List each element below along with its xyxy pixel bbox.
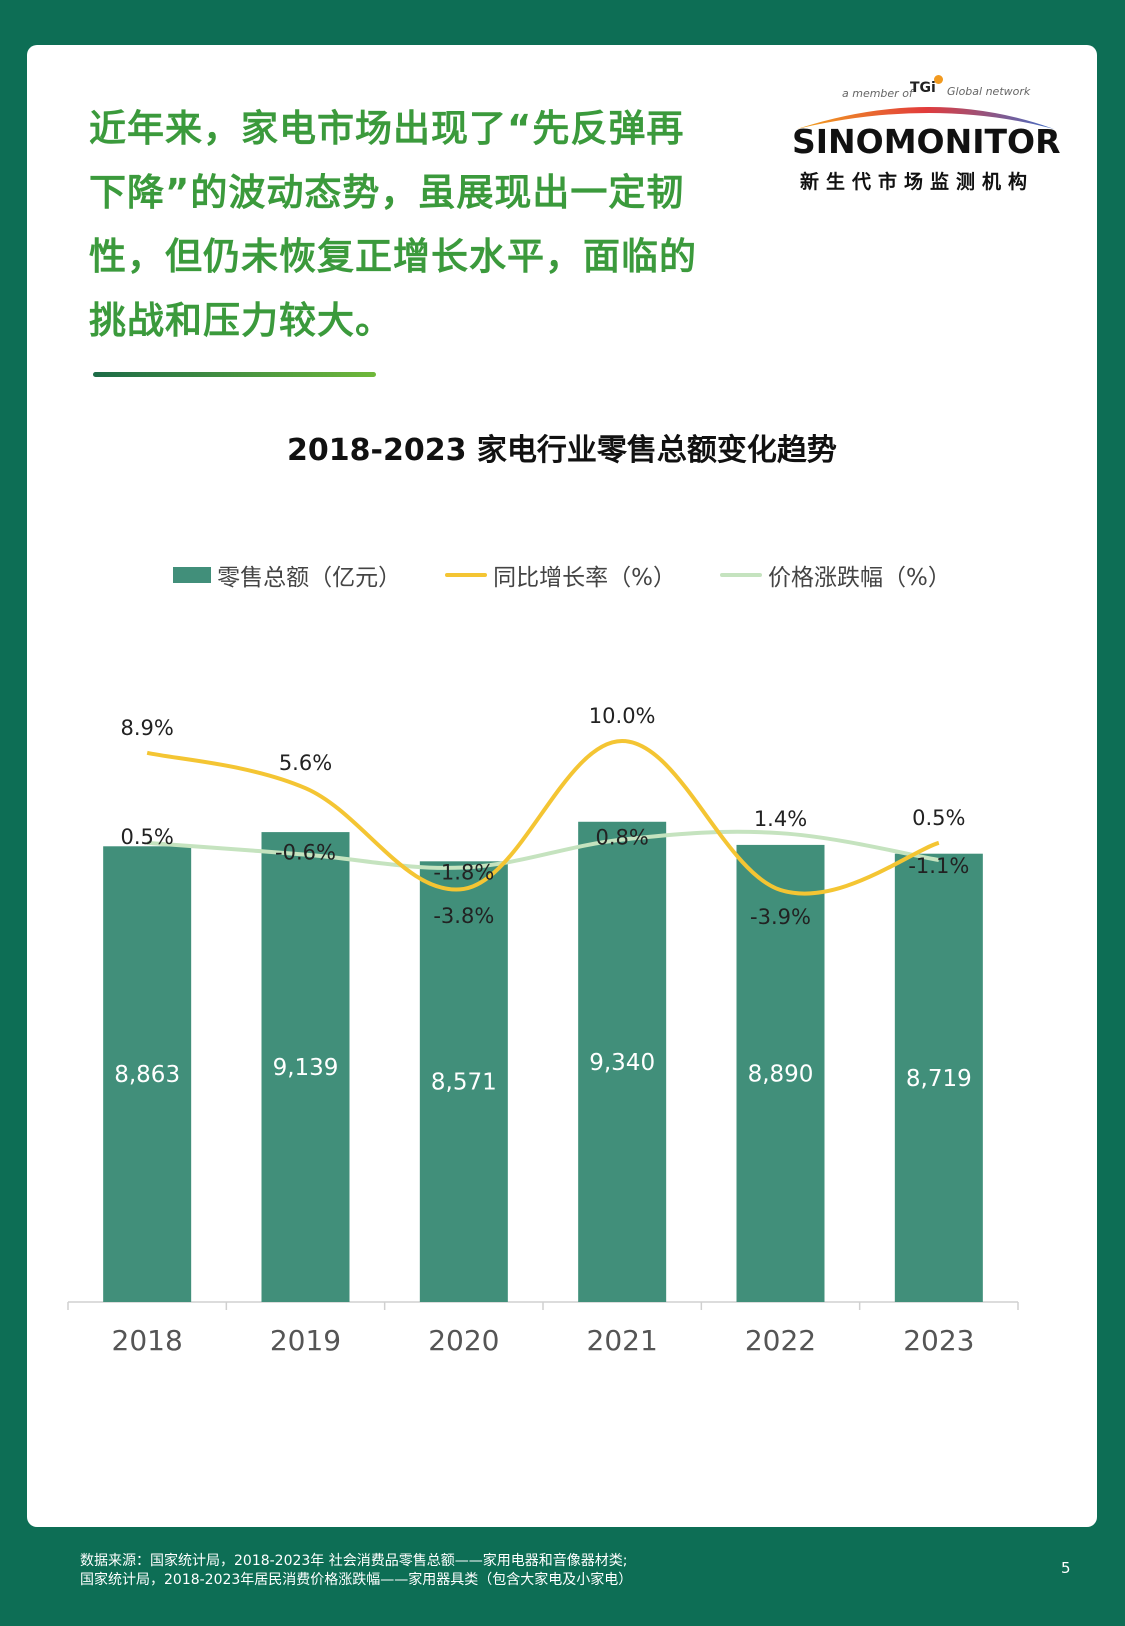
growth-data-label: 0.5% [912, 806, 965, 830]
logo-tgi: TGi [910, 80, 936, 96]
source-note: 数据来源：国家统计局，2018-2023年 社会消费品零售总额——家用电器和音像… [80, 1552, 632, 1590]
growth-data-label: -3.9% [750, 905, 811, 929]
chart-legend: 零售总额（亿元） 同比增长率（%） 价格涨跌幅（%） [27, 558, 1097, 592]
x-tick-label: 2018 [112, 1324, 183, 1357]
bar-value-label: 8,890 [748, 1061, 814, 1087]
growth-data-label: 5.6% [279, 751, 332, 775]
headline-line: 下降”的波动态势，虽展现出一定韧 [89, 171, 685, 214]
source-line: 数据来源：国家统计局，2018-2023年 社会消费品零售总额——家用电器和音像… [80, 1553, 628, 1569]
headline-line: 性，但仍未恢复正增长水平，面临的 [89, 235, 697, 278]
bar-2023 [894, 853, 983, 1302]
x-tick-label: 2021 [587, 1324, 658, 1357]
legend-label: 同比增长率（%） [493, 565, 676, 591]
growth-data-label: 10.0% [589, 704, 656, 728]
x-tick-label: 2023 [903, 1324, 974, 1357]
logo-network: Global network [947, 85, 1031, 98]
legend-swatch-growth [445, 573, 488, 577]
logo-subtitle: 新生代市场监测机构 [800, 171, 1035, 193]
price-data-label: -0.6% [275, 841, 336, 865]
headline-line: 近年来，家电市场出现了“先反弹再 [89, 107, 685, 150]
growth-data-label: -3.8% [433, 904, 494, 928]
bar-value-label: 8,863 [114, 1062, 180, 1088]
bar-value-label: 8,719 [906, 1066, 972, 1092]
bar-value-label: 8,571 [431, 1070, 497, 1096]
logo-name: SINOMONITOR [792, 122, 1061, 161]
price-change-line [147, 829, 940, 870]
legend-item-price: 价格涨跌幅（%） [720, 558, 951, 592]
bar-2022 [736, 844, 825, 1302]
bar-value-label: 9,139 [273, 1055, 339, 1081]
bar-2020 [419, 861, 508, 1302]
headline-line: 挑战和压力较大。 [89, 299, 393, 342]
price-data-label: 0.5% [120, 825, 173, 849]
x-tick-label: 2019 [270, 1324, 341, 1357]
legend-label: 零售总额（亿元） [217, 565, 402, 591]
legend-item-retail: 零售总额（亿元） [173, 558, 401, 592]
headline-underline [93, 372, 376, 377]
chart-title: 2018-2023 家电行业零售总额变化趋势 [287, 433, 837, 468]
headline: 近年来，家电市场出现了“先反弹再 下降”的波动态势，虽展现出一定韧 性，但仍未恢… [89, 97, 759, 353]
price-data-label: 1.4% [754, 807, 807, 831]
price-data-label: -1.1% [908, 854, 969, 878]
legend-item-growth: 同比增长率（%） [445, 558, 676, 592]
source-line: 国家统计局，2018-2023年居民消费价格涨跌幅——家用器具类（包含大家电及小… [80, 1572, 633, 1588]
bar-2021 [578, 821, 667, 1302]
content-card: 近年来，家电市场出现了“先反弹再 下降”的波动态势，虽展现出一定韧 性，但仍未恢… [27, 45, 1097, 1527]
logo-dot-icon [934, 75, 943, 84]
x-tick-label: 2020 [428, 1324, 499, 1357]
sinomonitor-logo: a member of TGi Global network SINOMONIT… [792, 75, 1082, 193]
legend-swatch-bar [173, 567, 212, 583]
growth-rate-line [146, 738, 940, 896]
bar-value-label: 9,340 [589, 1050, 655, 1076]
price-data-label: -1.8% [433, 860, 494, 884]
logo-arc-icon [797, 107, 1054, 129]
growth-data-label: 8.9% [120, 716, 173, 740]
bar-2019 [261, 832, 350, 1302]
logo-tagline: a member of [842, 87, 913, 100]
retail-chart: 8,863 9,139 8,571 9,340 8,890 8,719 2018 2019 20… [67, 704, 1019, 1357]
legend-swatch-price [720, 573, 762, 577]
page-number: 5 [1061, 1559, 1071, 1577]
price-data-label: 0.8% [595, 826, 648, 850]
x-tick-label: 2022 [745, 1324, 816, 1357]
bar-2018 [103, 846, 192, 1302]
legend-label: 价格涨跌幅（%） [768, 565, 951, 591]
